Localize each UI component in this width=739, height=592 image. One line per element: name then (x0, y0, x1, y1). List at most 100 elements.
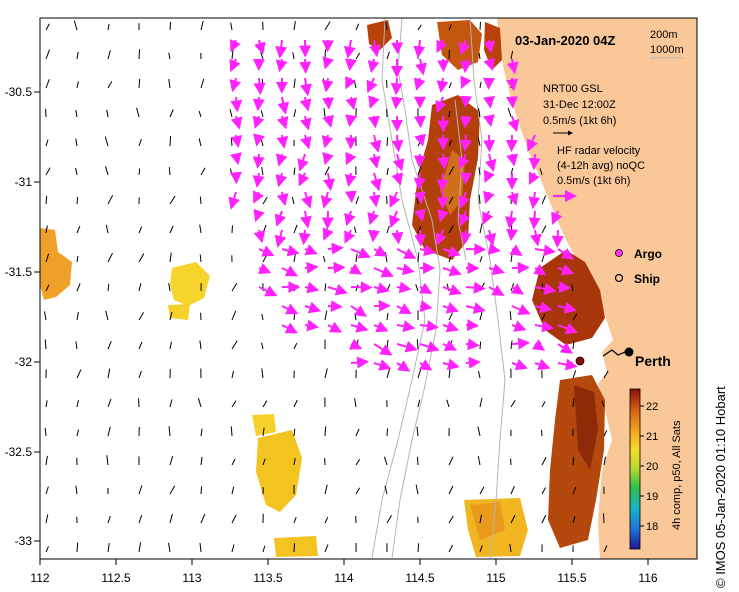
model-vector (479, 341, 482, 350)
radar-vector (510, 283, 524, 295)
model-vector (510, 340, 513, 350)
radar-vector (253, 208, 265, 223)
model-vector (261, 79, 264, 89)
radar-vector (483, 39, 496, 54)
model-vector (45, 546, 49, 553)
radar-vector (391, 229, 404, 245)
radar-vector (557, 342, 574, 354)
model-vector (169, 455, 174, 466)
model-vector (75, 485, 78, 495)
model-vector (448, 544, 454, 553)
radar-vector (458, 191, 470, 209)
radar-vector (419, 340, 440, 353)
model-vector (197, 398, 202, 408)
model-vector (417, 252, 420, 263)
model-vector (448, 24, 452, 31)
radar-vector (281, 265, 299, 277)
radar-vector (253, 229, 266, 244)
radar-vector (557, 264, 575, 276)
radar-vector (557, 247, 575, 260)
radar-vector (390, 96, 403, 110)
radar-vector (367, 58, 380, 74)
model-vector (75, 167, 78, 176)
radar-vector (350, 321, 369, 333)
radar-vector (327, 300, 343, 313)
radar-vector (414, 229, 427, 247)
radar-vector (276, 191, 289, 207)
model-vector (261, 342, 264, 350)
radar-vector (252, 96, 265, 112)
radar-vector (366, 77, 378, 94)
model-vector (541, 401, 546, 408)
model-vector (293, 428, 296, 437)
radar-vector (483, 95, 495, 109)
x-tick-label: 116 (638, 571, 657, 585)
model-vector (446, 399, 450, 408)
model-vector (169, 109, 174, 118)
model-vector (541, 195, 547, 205)
radar-vector (254, 39, 266, 55)
model-vector (107, 426, 111, 437)
radar-vector (322, 227, 334, 241)
radar-vector (304, 319, 320, 332)
model-vector (76, 429, 79, 437)
model-vector (603, 429, 608, 437)
model-vector (448, 82, 452, 89)
model-vector (448, 166, 455, 176)
radar-vector (460, 172, 473, 185)
model-vector (572, 486, 577, 495)
model-vector (448, 139, 453, 147)
model-vector (386, 137, 389, 147)
model-vector (324, 516, 329, 524)
colorbar-tick-label: 18 (646, 521, 658, 533)
radar-vector (298, 172, 310, 187)
radar-vector (252, 153, 265, 169)
radar-vector (369, 39, 381, 58)
model-vector (45, 400, 48, 408)
model-vector (168, 283, 171, 292)
radar-vector (327, 283, 348, 296)
model-vector (417, 543, 420, 553)
model-vector (76, 312, 79, 321)
model-vector (231, 486, 235, 495)
radar-vector (373, 282, 390, 294)
model-vector (138, 283, 142, 292)
radar-vector (396, 340, 418, 353)
model-vector (383, 456, 388, 466)
model-vector (384, 485, 388, 495)
radar-vector (396, 320, 416, 333)
colorbar-tick-label: 20 (646, 461, 658, 473)
radar-vector (327, 321, 343, 333)
radar-vector (299, 58, 312, 74)
radar-vector (368, 95, 380, 109)
radar-vector (345, 75, 357, 90)
radar-vector (551, 210, 563, 225)
model-vector (76, 400, 79, 408)
model-vector (386, 428, 388, 437)
model-vector (293, 167, 296, 176)
radar-vector (458, 210, 471, 227)
model-vector (322, 255, 326, 263)
x-tick-label: 114.5 (405, 571, 434, 585)
radar-vector (437, 209, 449, 223)
model-vector (199, 542, 202, 553)
model-vector (231, 544, 235, 553)
model-vector (386, 225, 390, 234)
radar-vector (345, 58, 357, 72)
model-vector (45, 139, 49, 147)
model-vector (448, 110, 451, 118)
radar-vector (373, 266, 394, 278)
radar-vector (528, 153, 541, 171)
radar-vector (228, 191, 240, 210)
model-vector (169, 485, 176, 495)
radar-vector (414, 191, 426, 205)
radar-vector (413, 77, 426, 91)
model-vector (510, 399, 516, 408)
model-vector (231, 458, 236, 466)
model-vector (45, 195, 48, 205)
model-vector (541, 456, 547, 466)
model-vector (324, 49, 326, 60)
radar-vector (557, 281, 572, 294)
radar-vector (368, 153, 381, 169)
